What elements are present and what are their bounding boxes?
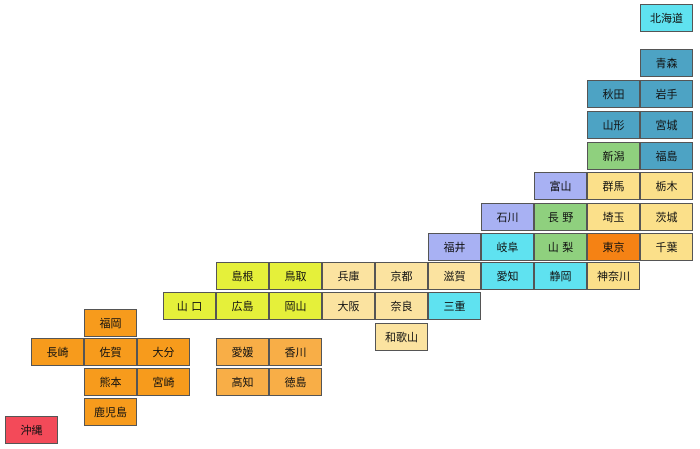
prefecture-nagasaki[interactable]: 長崎	[31, 338, 84, 366]
prefecture-aichi[interactable]: 愛知	[481, 262, 534, 290]
prefecture-ishikawa[interactable]: 石川	[481, 203, 534, 231]
prefecture-aomori[interactable]: 青森	[640, 49, 693, 77]
prefecture-iwate[interactable]: 岩手	[640, 80, 693, 108]
prefecture-yamanashi[interactable]: 山 梨	[534, 233, 587, 261]
prefecture-tokushima[interactable]: 徳島	[269, 368, 322, 396]
prefecture-shiga[interactable]: 滋賀	[428, 262, 481, 290]
prefecture-hokkaido[interactable]: 北海道	[640, 4, 693, 32]
prefecture-miyazaki[interactable]: 宮崎	[137, 368, 190, 396]
prefecture-tottori[interactable]: 鳥取	[269, 262, 322, 290]
prefecture-shimane[interactable]: 島根	[216, 262, 269, 290]
prefecture-yamagata[interactable]: 山形	[587, 111, 640, 139]
prefecture-kyoto[interactable]: 京都	[375, 262, 428, 290]
prefecture-shizuoka[interactable]: 静岡	[534, 262, 587, 290]
prefecture-osaka[interactable]: 大阪	[322, 292, 375, 320]
prefecture-okayama[interactable]: 岡山	[269, 292, 322, 320]
prefecture-ibaraki[interactable]: 茨城	[640, 203, 693, 231]
prefecture-saitama[interactable]: 埼玉	[587, 203, 640, 231]
prefecture-kochi[interactable]: 高知	[216, 368, 269, 396]
prefecture-okinawa[interactable]: 沖縄	[5, 416, 58, 444]
prefecture-yamaguchi[interactable]: 山 口	[163, 292, 216, 320]
prefecture-fukuoka[interactable]: 福岡	[84, 309, 137, 337]
prefecture-tokyo[interactable]: 東京	[587, 233, 640, 261]
prefecture-nagano[interactable]: 長 野	[534, 203, 587, 231]
prefecture-kumamoto[interactable]: 熊本	[84, 368, 137, 396]
prefecture-gifu[interactable]: 岐阜	[481, 233, 534, 261]
prefecture-wakayama[interactable]: 和歌山	[375, 323, 428, 351]
prefecture-kagoshima[interactable]: 鹿児島	[84, 398, 137, 426]
prefecture-toyama[interactable]: 富山	[534, 172, 587, 200]
prefecture-mie[interactable]: 三重	[428, 292, 481, 320]
prefecture-kagawa[interactable]: 香川	[269, 338, 322, 366]
prefecture-gunma[interactable]: 群馬	[587, 172, 640, 200]
prefecture-oita[interactable]: 大分	[137, 338, 190, 366]
prefecture-fukui[interactable]: 福井	[428, 233, 481, 261]
prefecture-chiba[interactable]: 千葉	[640, 233, 693, 261]
prefecture-saga[interactable]: 佐賀	[84, 338, 137, 366]
prefecture-kanagawa[interactable]: 神奈川	[587, 262, 640, 290]
prefecture-tochigi[interactable]: 栃木	[640, 172, 693, 200]
prefecture-ehime[interactable]: 愛媛	[216, 338, 269, 366]
prefecture-fukushima[interactable]: 福島	[640, 142, 693, 170]
prefecture-nara[interactable]: 奈良	[375, 292, 428, 320]
prefecture-akita[interactable]: 秋田	[587, 80, 640, 108]
prefecture-niigata[interactable]: 新潟	[587, 142, 640, 170]
prefecture-hiroshima[interactable]: 広島	[216, 292, 269, 320]
prefecture-hyogo[interactable]: 兵庫	[322, 262, 375, 290]
prefecture-miyagi[interactable]: 宮城	[640, 111, 693, 139]
